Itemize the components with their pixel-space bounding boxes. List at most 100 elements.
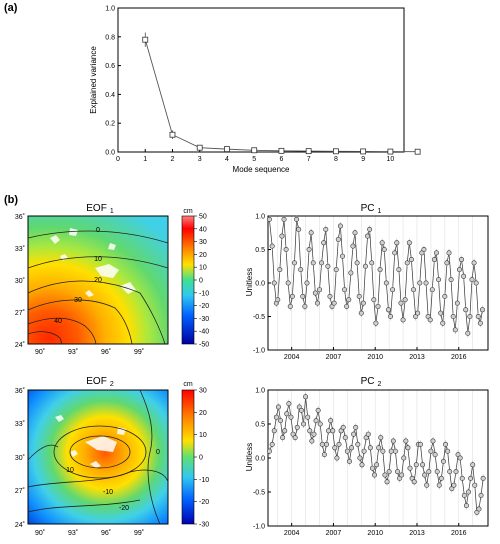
data-point: [374, 462, 380, 468]
data-point: [224, 146, 230, 153]
data-point: [438, 475, 444, 481]
data-point: [405, 445, 411, 451]
colorbar-tick-label: 10: [199, 265, 207, 272]
eof2-land-cover: [55, 415, 126, 468]
data-point: [392, 448, 398, 454]
data-point: [394, 469, 400, 475]
data-point: [387, 148, 394, 155]
data-point: [443, 441, 449, 447]
y-tick-label: 0.0: [255, 281, 265, 288]
data-point: [142, 36, 149, 43]
plot-frame: [117, 7, 405, 153]
eof2-field: [27, 389, 169, 525]
data-point: [420, 462, 426, 468]
data-point: [358, 310, 364, 316]
data-point: [423, 280, 429, 286]
colorbar-tick-label: 10: [199, 432, 207, 439]
data-point: [315, 407, 321, 413]
eof2-colorbar: [181, 389, 195, 525]
y-tick-label: -1.0: [253, 524, 265, 531]
data-point: [448, 277, 454, 283]
data-point: [323, 226, 329, 232]
variance-line: [144, 39, 418, 153]
data-point: [278, 147, 285, 154]
data-point: [417, 280, 423, 286]
data-point: [415, 310, 421, 316]
data-point: [401, 455, 407, 461]
data-point: [310, 260, 316, 266]
data-point: [459, 475, 465, 481]
data-point: [445, 448, 451, 454]
eof1-colorbar: [181, 215, 195, 345]
lat-tick: 36˚: [15, 213, 25, 221]
colorbar-tick-label: -20: [199, 499, 209, 506]
eof2-contours: [27, 389, 169, 525]
data-point: [371, 297, 377, 303]
data-point: [294, 216, 300, 222]
x-tick-label: 2016: [451, 354, 467, 361]
data-point: [403, 438, 409, 444]
eof2-title: EOF 2: [86, 376, 114, 388]
data-point: [169, 131, 176, 138]
eof2-unit: cm: [183, 381, 193, 388]
y-tick-label: 1.0: [255, 388, 265, 395]
x-tick-label: 1: [143, 156, 147, 163]
data-point: [269, 441, 275, 447]
data-point: [312, 290, 318, 296]
panel-a-chart: 0 1 2 3 4 5 6 7 8 9 10 0.0 0.2 0.4 0.6 0.8 1.0 Mode seque…: [89, 6, 421, 174]
data-point: [337, 223, 343, 229]
data-point: [306, 246, 312, 252]
data-point: [469, 277, 475, 283]
data-point: [357, 455, 363, 461]
data-point: [382, 472, 388, 478]
data-point: [388, 448, 394, 454]
data-point: [342, 287, 348, 293]
data-point: [378, 435, 384, 441]
data-point: [466, 489, 472, 495]
data-point: [344, 448, 350, 454]
data-point: [284, 411, 290, 417]
lon-tick: 90˚: [35, 348, 45, 356]
data-point: [475, 314, 481, 320]
data-point: [196, 144, 203, 151]
data-point: [351, 431, 357, 437]
data-point: [404, 260, 410, 266]
eof1-unit: cm: [183, 208, 193, 215]
data-point: [336, 441, 342, 447]
eof1-map: EOF 1 0 10 20 30 40 36˚ 33˚ 30˚ 27˚ 24˚ 9…: [15, 203, 209, 356]
x-axis-label: Mode sequence: [233, 165, 290, 174]
pc2-title: PC 2: [361, 376, 382, 388]
data-point: [349, 445, 355, 451]
data-point: [289, 293, 295, 299]
panel-b-label: (b): [4, 194, 19, 206]
data-point: [298, 267, 304, 273]
data-point: [380, 448, 386, 454]
data-point: [356, 293, 362, 299]
data-point: [436, 482, 442, 488]
data-point: [339, 253, 345, 259]
data-point: [332, 445, 338, 451]
data-point: [346, 458, 352, 464]
eof2-contour-label: -10: [103, 489, 113, 496]
x-tick-label: 0: [116, 156, 120, 163]
lat-tick: 24˚: [15, 521, 25, 529]
data-point: [348, 270, 354, 276]
y-tick-label: 0.0: [255, 456, 265, 463]
data-point: [385, 307, 391, 313]
x-tick-label: 7: [307, 156, 311, 163]
data-point: [325, 263, 331, 269]
data-point: [440, 320, 446, 326]
data-point: [373, 320, 379, 326]
data-point: [266, 216, 272, 222]
data-point: [454, 300, 460, 306]
data-point: [381, 246, 387, 252]
data-point: [314, 300, 320, 306]
data-point: [317, 287, 323, 293]
data-point: [421, 246, 427, 252]
colorbar-tick-label: 0: [199, 278, 203, 285]
data-point: [323, 441, 329, 447]
data-point: [251, 147, 258, 154]
lon-tick: 99˚: [134, 348, 144, 356]
y-tick-label: 1.0: [255, 214, 265, 221]
y-tick-label: 0.5: [255, 247, 265, 254]
